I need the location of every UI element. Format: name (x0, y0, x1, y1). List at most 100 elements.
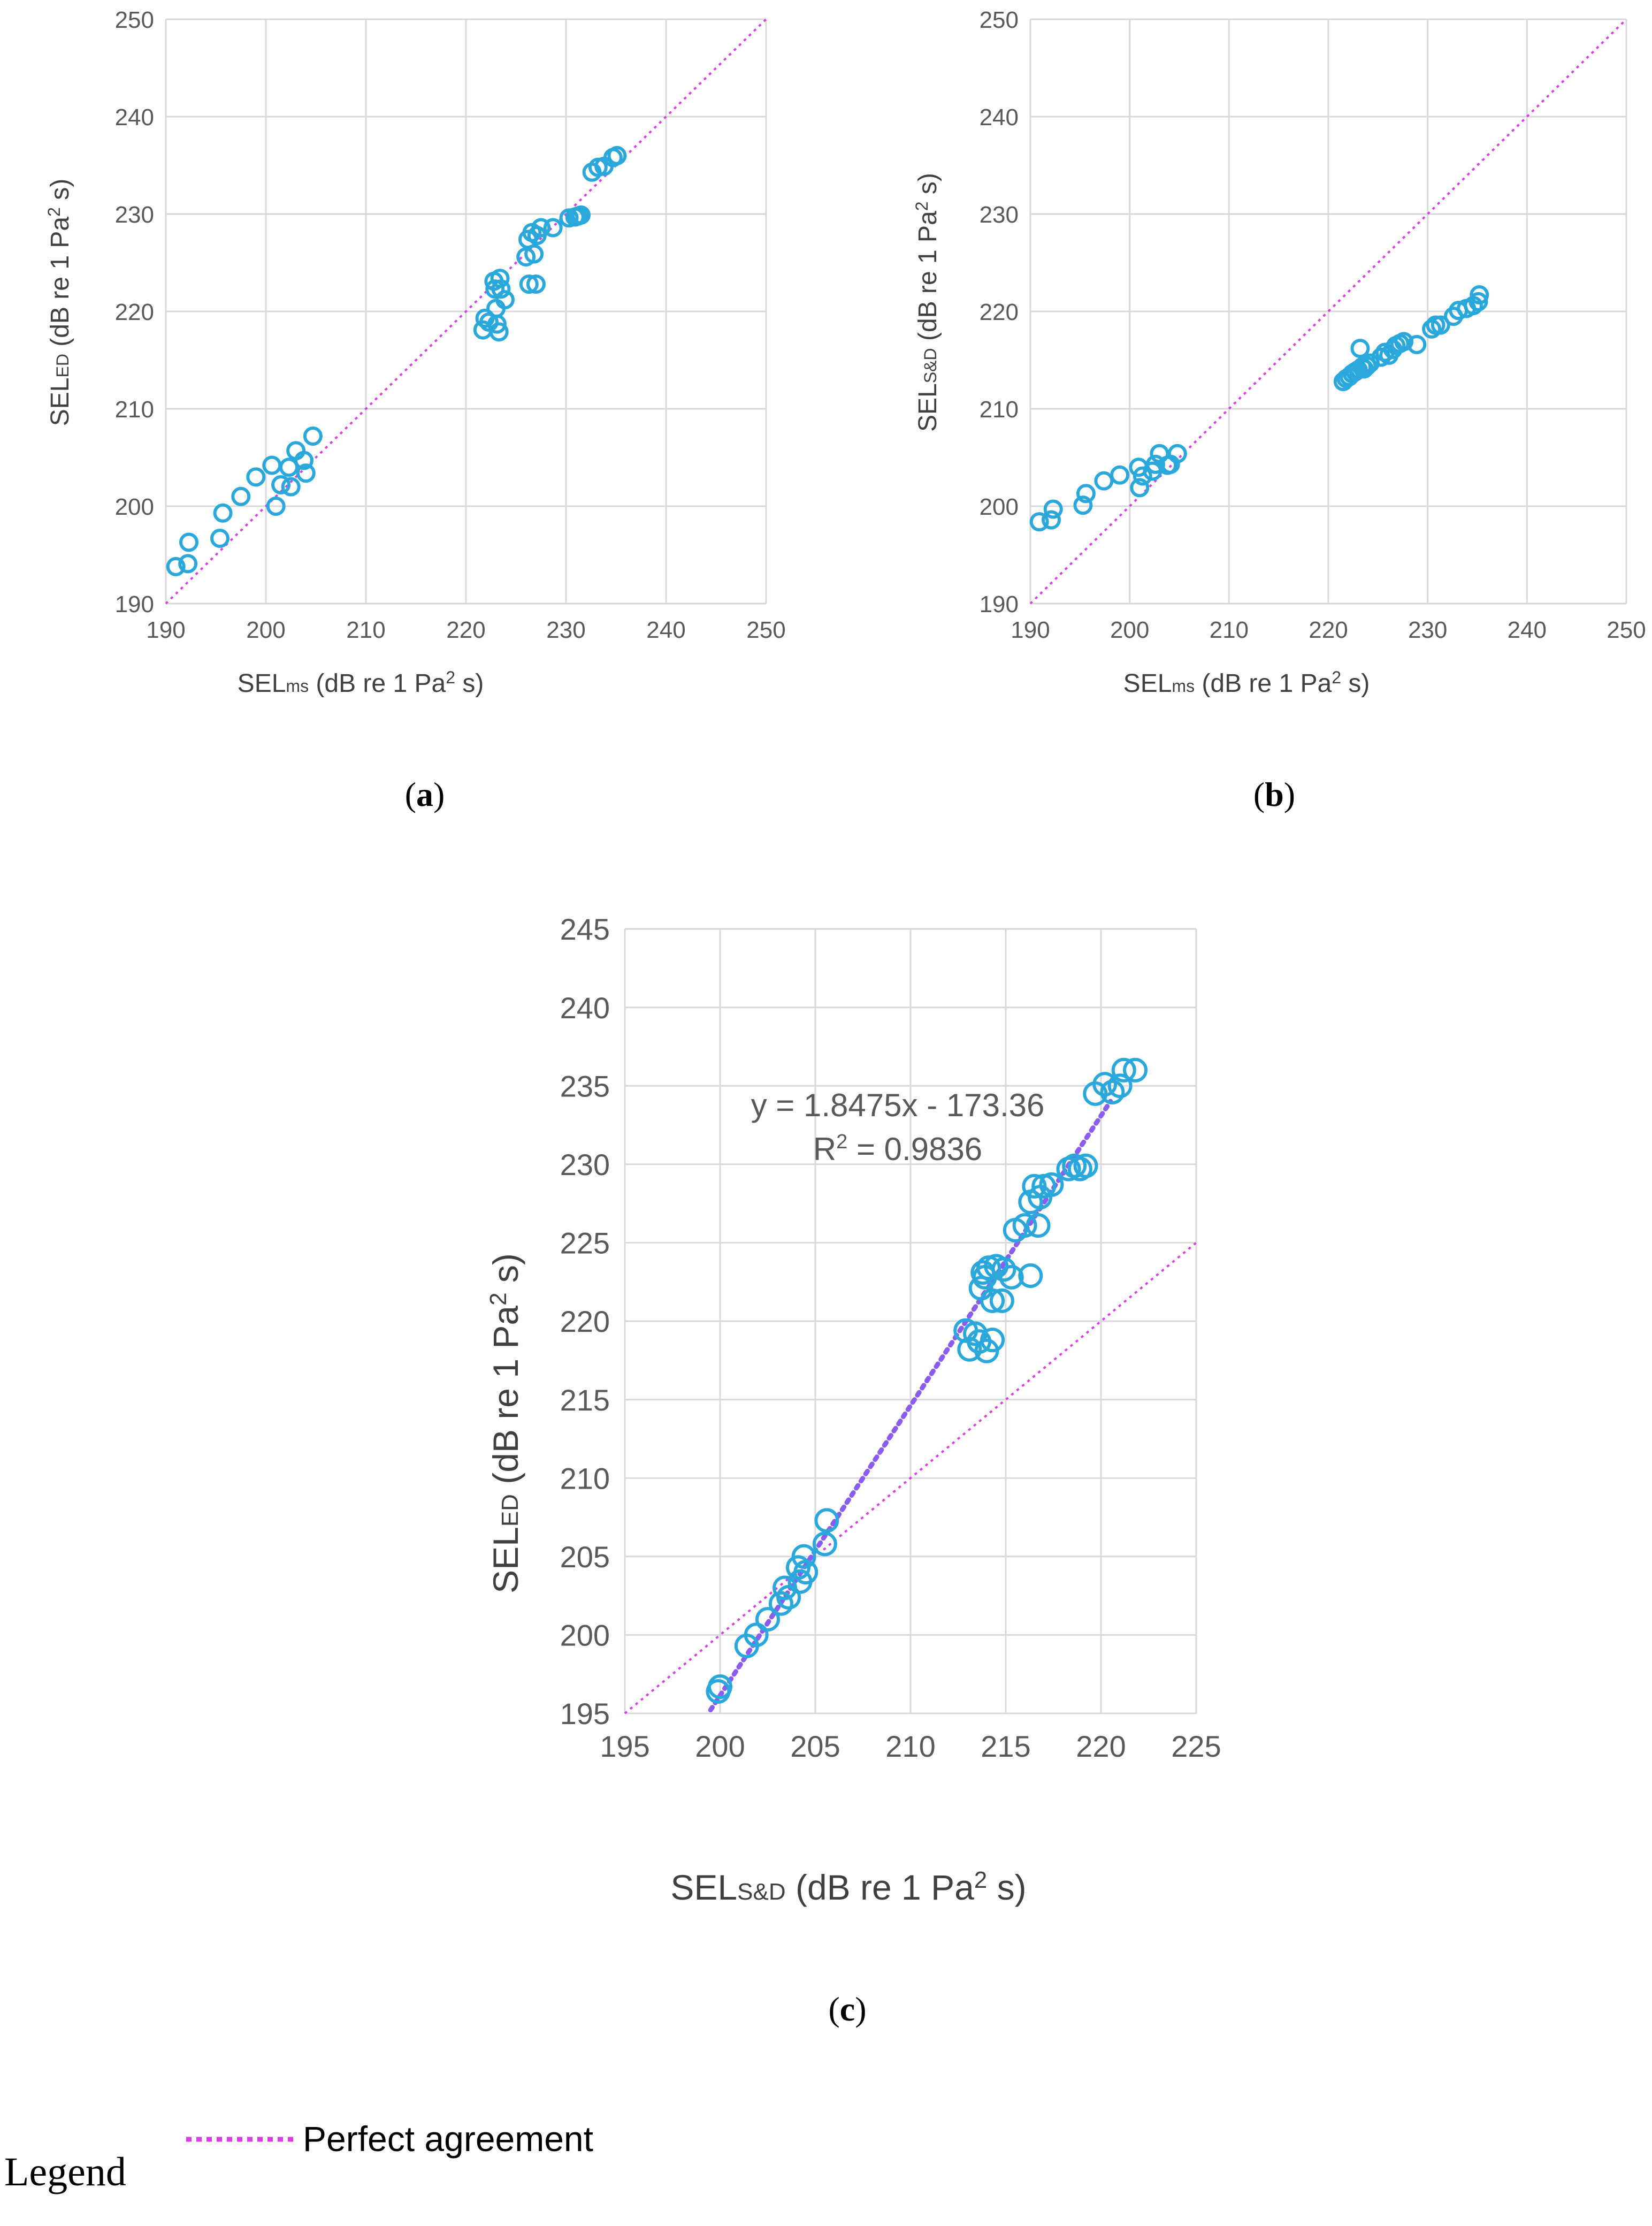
data-point (279, 458, 299, 477)
data-point (1094, 471, 1114, 491)
data-point (1073, 495, 1093, 515)
x-tick-label: 190 (146, 617, 185, 643)
data-point (485, 279, 505, 299)
y-tick-label: 230 (980, 202, 1019, 228)
x-tick-label: 200 (246, 617, 285, 643)
data-point (490, 269, 510, 288)
y-tick-label: 200 (115, 494, 154, 520)
x-axis-title: SELms (dB re 1 Pa2 s) (238, 668, 484, 698)
y-tick-label: 215 (560, 1383, 610, 1417)
x-tick-label: 195 (600, 1729, 649, 1763)
panel-label-b: (b) (1253, 775, 1295, 813)
data-point (1407, 334, 1427, 354)
data-point (1018, 1263, 1043, 1288)
panel-label-a: (a) (405, 775, 445, 813)
y-tick-label: 220 (115, 299, 154, 325)
data-point (571, 205, 591, 225)
y-tick-label: 210 (560, 1461, 610, 1495)
data-point (543, 218, 563, 238)
data-point (708, 1674, 732, 1699)
data-point (1167, 444, 1187, 463)
data-point (1029, 512, 1049, 532)
data-point (1123, 1057, 1148, 1082)
data-point (210, 529, 230, 548)
x-tick-label: 220 (1076, 1729, 1126, 1763)
data-point (246, 467, 266, 487)
data-point (1357, 356, 1377, 376)
x-tick-label: 225 (1171, 1729, 1221, 1763)
data-point (1111, 1057, 1136, 1082)
data-point (266, 497, 286, 516)
x-axis-title: SELms (dB re 1 Pa2 s) (1123, 668, 1370, 698)
perfect-agreement-line (165, 18, 767, 605)
data-point (531, 218, 551, 238)
data-point (991, 1257, 1016, 1282)
y-tick-label: 205 (560, 1540, 610, 1574)
data-point (303, 426, 323, 446)
data-point (1092, 1072, 1118, 1097)
y-tick-label: 240 (980, 104, 1019, 131)
y-tick-label: 210 (115, 397, 154, 423)
data-point (495, 290, 515, 310)
y-axis-title: SELED (dB re 1 Pa2 s) (485, 1253, 525, 1594)
data-point (166, 556, 186, 576)
data-point (281, 477, 301, 497)
x-tick-label: 210 (346, 617, 385, 643)
y-tick-label: 190 (980, 591, 1019, 618)
y-tick-label: 250 (980, 7, 1019, 33)
data-point (744, 1622, 769, 1648)
data-point (179, 532, 199, 552)
data-point (812, 1531, 837, 1557)
x-tick-label: 210 (885, 1729, 935, 1763)
data-point (1043, 499, 1063, 519)
data-point (1076, 484, 1096, 504)
x-tick-label: 220 (446, 617, 485, 643)
scatter-chart-c: 195 200 205 210 215 220 225 195 200 205 210 215 220 2… (485, 912, 1221, 2028)
data-point (178, 554, 198, 574)
y-tick-label: 195 (560, 1697, 610, 1731)
data-point (793, 1560, 819, 1585)
x-tick-label: 210 (1210, 617, 1249, 643)
panel-label-c: (c) (828, 1990, 866, 2028)
data-point (1469, 292, 1488, 311)
data-point (519, 275, 539, 294)
data-point (755, 1607, 780, 1632)
y-tick-label: 200 (560, 1619, 610, 1652)
legend: Legend Perfect agreement (4, 2119, 593, 2194)
data-point (1039, 1172, 1064, 1197)
data-point (231, 486, 251, 506)
data-point (1012, 1213, 1037, 1238)
y-tick-label: 240 (560, 991, 610, 1025)
x-tick-label: 190 (1011, 617, 1050, 643)
data-point (980, 1288, 1005, 1313)
data-point (776, 1585, 801, 1610)
data-point (989, 1288, 1014, 1313)
data-point (1350, 339, 1370, 359)
perfect-agreement-line (624, 1241, 1197, 1714)
data-point (1394, 332, 1414, 352)
y-tick-label: 235 (560, 1069, 610, 1103)
y-tick-label: 220 (980, 299, 1019, 325)
x-tick-label: 200 (695, 1729, 745, 1763)
data-point (980, 1328, 1005, 1353)
y-tick-label: 240 (115, 104, 154, 131)
data-point (814, 1508, 839, 1533)
data-point (1130, 478, 1150, 498)
data-point (768, 1591, 793, 1616)
data-point (491, 279, 511, 299)
y-tick-label: 200 (980, 494, 1019, 520)
y-axis-title: SELED (dB re 1 Pa2 s) (44, 179, 74, 426)
y-axis-title: SELS&D (dB re 1 Pa2 s) (912, 173, 942, 432)
data-point (791, 1544, 816, 1569)
scatter-chart-a: 190 200 210 220 230 240 250 190 200 210 220 230 240 2… (44, 7, 786, 813)
data-point (1354, 359, 1374, 379)
y-tick-label: 230 (115, 202, 154, 228)
y-tick-label: 230 (560, 1148, 610, 1181)
legend-label-perfect-agreement: Perfect agreement (303, 2119, 593, 2159)
data-point (999, 1264, 1024, 1290)
data-point (1107, 1073, 1133, 1099)
y-tick-label: 190 (115, 591, 154, 618)
x-tick-label: 240 (646, 617, 685, 643)
x-tick-label: 220 (1309, 617, 1348, 643)
scatter-chart-b: 190 200 210 220 230 240 250 190 200 210 220 230 240 2… (912, 7, 1646, 813)
